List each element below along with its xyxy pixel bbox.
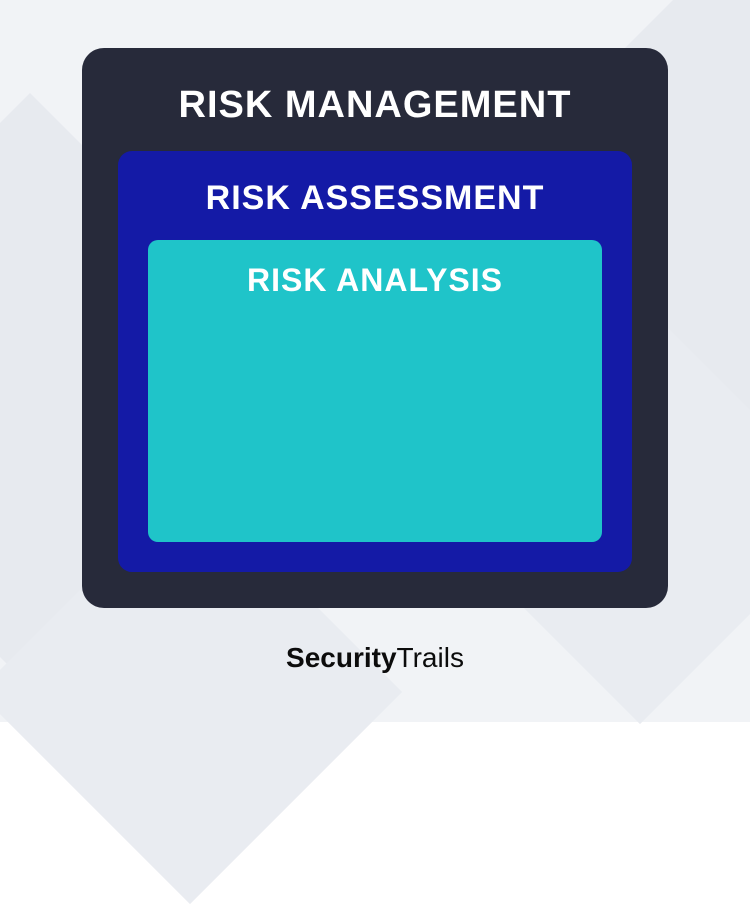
diagram-stage: RISK MANAGEMENT RISK ASSESSMENT RISK ANA… <box>0 0 750 722</box>
middle-box-risk-assessment: RISK ASSESSMENT RISK ANALYSIS <box>118 151 632 572</box>
middle-box-title: RISK ASSESSMENT <box>206 179 545 218</box>
outer-box-title: RISK MANAGEMENT <box>179 84 572 127</box>
outer-box-risk-management: RISK MANAGEMENT RISK ASSESSMENT RISK ANA… <box>82 48 668 608</box>
brand-logo: SecurityTrails <box>286 642 464 674</box>
inner-box-title: RISK ANALYSIS <box>148 262 602 299</box>
brand-bold: Security <box>286 642 397 673</box>
inner-box-risk-analysis: RISK ANALYSIS <box>148 240 602 542</box>
brand-light: Trails <box>397 642 464 673</box>
